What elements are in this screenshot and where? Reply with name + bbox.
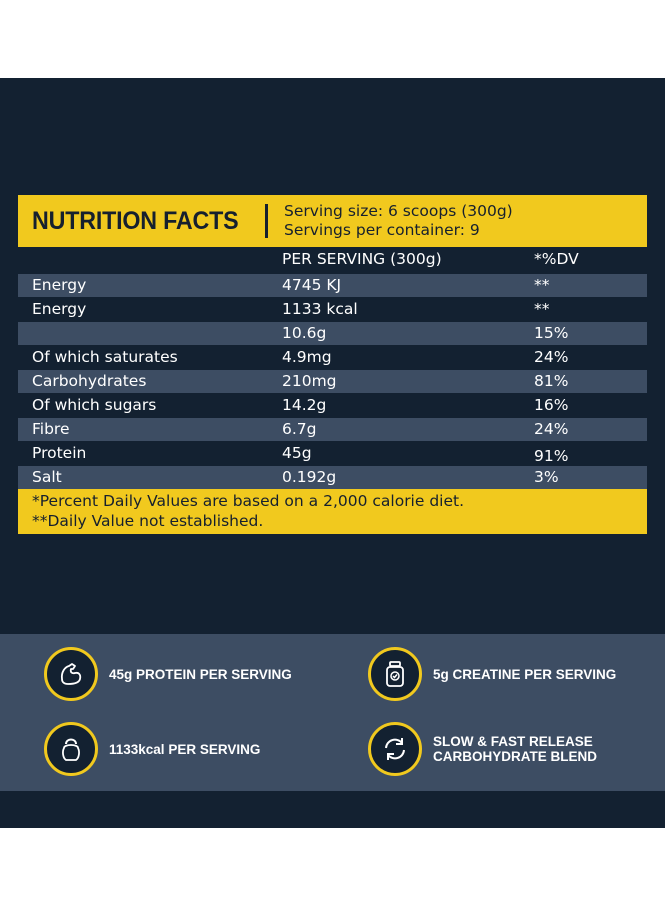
kettlebell-icon [44, 722, 98, 776]
refresh-arrows-icon [368, 722, 422, 776]
table-row: Of which sugars 14.2g 16% [18, 394, 647, 417]
table-row: Energy 1133 kcal ** [18, 298, 647, 321]
nutrient-name: Protein [32, 444, 87, 462]
feature-label: SLOW & FAST RELEASE CARBOHYDRATE BLEND [433, 734, 597, 764]
feature-protein: 45g PROTEIN PER SERVING [44, 647, 292, 701]
table-row: Of which saturates 4.9mg 24% [18, 346, 647, 369]
nutrient-dv: 91% [534, 447, 569, 465]
nutrition-header: NUTRITION FACTS Serving size: 6 scoops (… [18, 195, 647, 247]
supplement-tub-icon [368, 647, 422, 701]
table-row: Protein 45g 91% [18, 442, 647, 465]
column-header-dv: *%DV [534, 250, 579, 268]
table-row: Fibre 6.7g 24% [18, 418, 647, 441]
nutrient-name: Energy [32, 300, 87, 318]
nutrition-facts-title: NUTRITION FACTS [32, 207, 239, 235]
nutrient-name: Carbohydrates [32, 372, 147, 390]
servings-per-container: Servings per container: 9 [284, 221, 480, 239]
table-row: Energy 4745 KJ ** [18, 274, 647, 297]
footnote-dv-not-established: **Daily Value not established. [32, 512, 264, 530]
feature-label: 5g CREATINE PER SERVING [433, 666, 617, 682]
nutrient-dv: 15% [534, 324, 569, 342]
flexed-arm-icon [44, 647, 98, 701]
nutrient-amount: 1133 kcal [282, 300, 358, 318]
nutrient-amount: 14.2g [282, 396, 327, 414]
feature-band [0, 634, 665, 791]
table-row: 10.6g 15% [18, 322, 647, 345]
nutrient-name: Energy [32, 276, 87, 294]
nutrient-amount: 6.7g [282, 420, 317, 438]
nutrient-dv: 16% [534, 396, 569, 414]
feature-calories: 1133kcal PER SERVING [44, 722, 260, 776]
table-row: Carbohydrates 210mg 81% [18, 370, 647, 393]
feature-label: 45g PROTEIN PER SERVING [109, 666, 292, 682]
daily-value-footnote: *Percent Daily Values are based on a 2,0… [18, 489, 647, 534]
nutrient-amount: 210mg [282, 372, 337, 390]
feature-carb-blend: SLOW & FAST RELEASE CARBOHYDRATE BLEND [368, 722, 597, 776]
nutrient-name: Of which saturates [32, 348, 178, 366]
table-row: Salt 0.192g 3% [18, 466, 647, 489]
nutrient-amount: 0.192g [282, 468, 337, 486]
feature-label-line: SLOW & FAST RELEASE [433, 734, 593, 749]
nutrient-dv: 24% [534, 420, 569, 438]
nutrient-name: Of which sugars [32, 396, 157, 414]
feature-creatine: 5g CREATINE PER SERVING [368, 647, 616, 701]
nutrient-dv: 3% [534, 468, 559, 486]
header-divider [265, 204, 268, 238]
nutrient-dv: ** [534, 276, 550, 294]
nutrient-amount: 10.6g [282, 324, 327, 342]
nutrient-amount: 4.9mg [282, 348, 332, 366]
serving-size: Serving size: 6 scoops (300g) [284, 202, 513, 220]
nutrient-name: Salt [32, 468, 62, 486]
nutrient-dv: ** [534, 300, 550, 318]
feature-label-line: CARBOHYDRATE BLEND [433, 749, 597, 764]
feature-label: 1133kcal PER SERVING [109, 741, 261, 757]
nutrient-amount: 4745 KJ [282, 276, 342, 294]
nutrient-amount: 45g [282, 444, 312, 462]
nutrient-dv: 81% [534, 372, 569, 390]
nutrient-name: Fibre [32, 420, 70, 438]
serving-info: Serving size: 6 scoops (300g) Servings p… [284, 202, 513, 240]
column-header-per-serving: PER SERVING (300g) [282, 250, 442, 268]
footnote-percent-dv: *Percent Daily Values are based on a 2,0… [32, 492, 465, 510]
nutrient-dv: 24% [534, 348, 569, 366]
